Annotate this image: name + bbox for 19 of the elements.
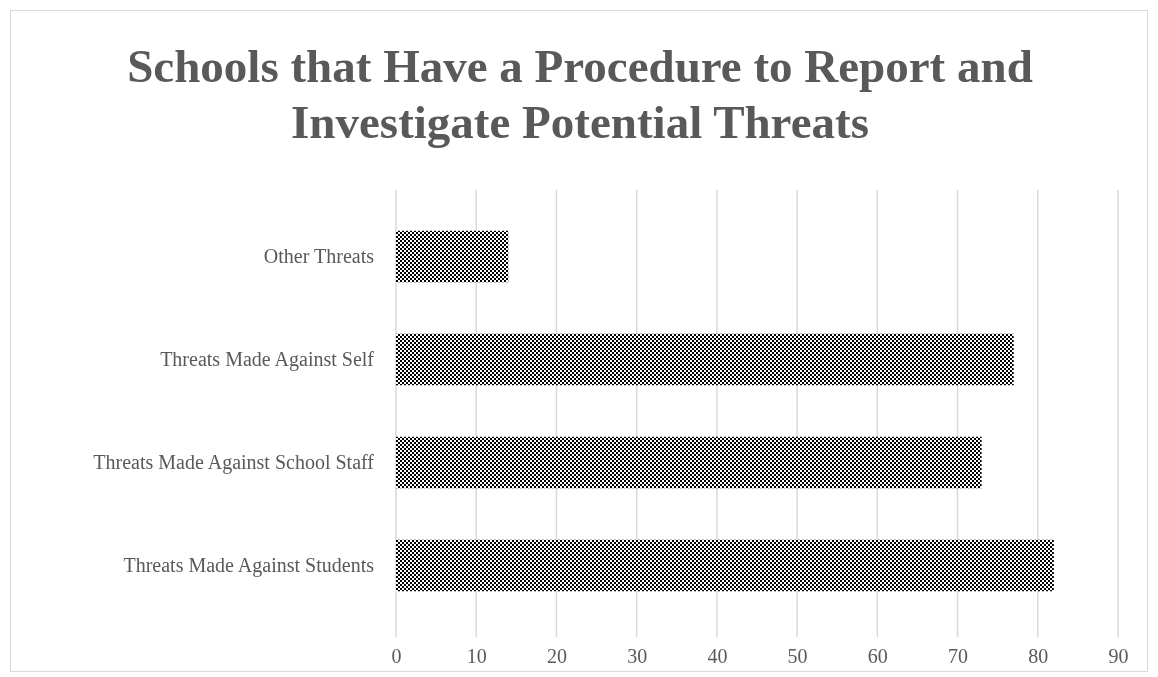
bar [396, 333, 1014, 386]
x-tick-label: 20 [546, 645, 567, 668]
x-tick-label: 0 [391, 645, 402, 668]
bar [396, 539, 1054, 592]
x-tick-label: 40 [707, 645, 728, 668]
bar [396, 230, 509, 283]
x-tick-label: 30 [627, 645, 648, 668]
x-tick-label: 70 [948, 645, 969, 668]
x-tick-label: 10 [466, 645, 487, 668]
x-tick-label: 80 [1028, 645, 1049, 668]
x-tick-label: 60 [867, 645, 888, 668]
y-tick-label: Other Threats [263, 244, 375, 267]
y-tick-label: Threats Made Against School Staff [93, 450, 375, 474]
y-tick-label: Threats Made Against Self [160, 347, 375, 371]
y-tick-label: Threats Made Against Students [123, 553, 375, 577]
bar [396, 436, 982, 489]
x-tick-label: 50 [787, 645, 808, 668]
chart-title: Schools that Have a Procedure to Report and Investigate Potential Threats [126, 39, 1034, 150]
x-tick-label: 90 [1108, 645, 1129, 668]
